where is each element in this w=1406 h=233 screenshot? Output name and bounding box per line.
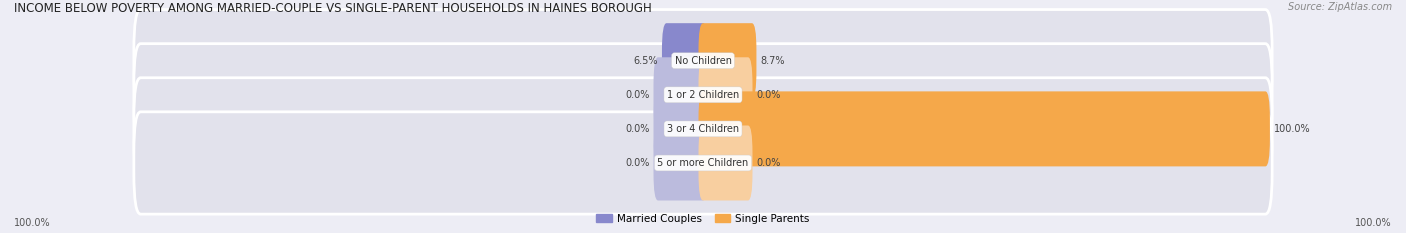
- Text: 0.0%: 0.0%: [626, 158, 650, 168]
- Text: 0.0%: 0.0%: [626, 124, 650, 134]
- Text: 0.0%: 0.0%: [756, 90, 780, 100]
- FancyBboxPatch shape: [662, 23, 707, 98]
- FancyBboxPatch shape: [134, 10, 1272, 112]
- Text: 100.0%: 100.0%: [1274, 124, 1310, 134]
- Text: INCOME BELOW POVERTY AMONG MARRIED-COUPLE VS SINGLE-PARENT HOUSEHOLDS IN HAINES : INCOME BELOW POVERTY AMONG MARRIED-COUPL…: [14, 2, 652, 15]
- Text: 0.0%: 0.0%: [626, 90, 650, 100]
- Text: No Children: No Children: [675, 56, 731, 66]
- Text: 3 or 4 Children: 3 or 4 Children: [666, 124, 740, 134]
- Text: 5 or more Children: 5 or more Children: [658, 158, 748, 168]
- Text: 6.5%: 6.5%: [634, 56, 658, 66]
- FancyBboxPatch shape: [134, 44, 1272, 146]
- FancyBboxPatch shape: [134, 112, 1272, 214]
- Legend: Married Couples, Single Parents: Married Couples, Single Parents: [592, 209, 814, 228]
- FancyBboxPatch shape: [654, 91, 707, 166]
- FancyBboxPatch shape: [699, 23, 756, 98]
- Text: 8.7%: 8.7%: [761, 56, 785, 66]
- FancyBboxPatch shape: [654, 57, 707, 132]
- Text: 100.0%: 100.0%: [14, 218, 51, 228]
- FancyBboxPatch shape: [699, 91, 1270, 166]
- Text: Source: ZipAtlas.com: Source: ZipAtlas.com: [1288, 2, 1392, 12]
- FancyBboxPatch shape: [699, 57, 752, 132]
- Text: 0.0%: 0.0%: [756, 158, 780, 168]
- FancyBboxPatch shape: [134, 78, 1272, 180]
- FancyBboxPatch shape: [654, 126, 707, 200]
- Text: 1 or 2 Children: 1 or 2 Children: [666, 90, 740, 100]
- Text: 100.0%: 100.0%: [1355, 218, 1392, 228]
- FancyBboxPatch shape: [699, 126, 752, 200]
